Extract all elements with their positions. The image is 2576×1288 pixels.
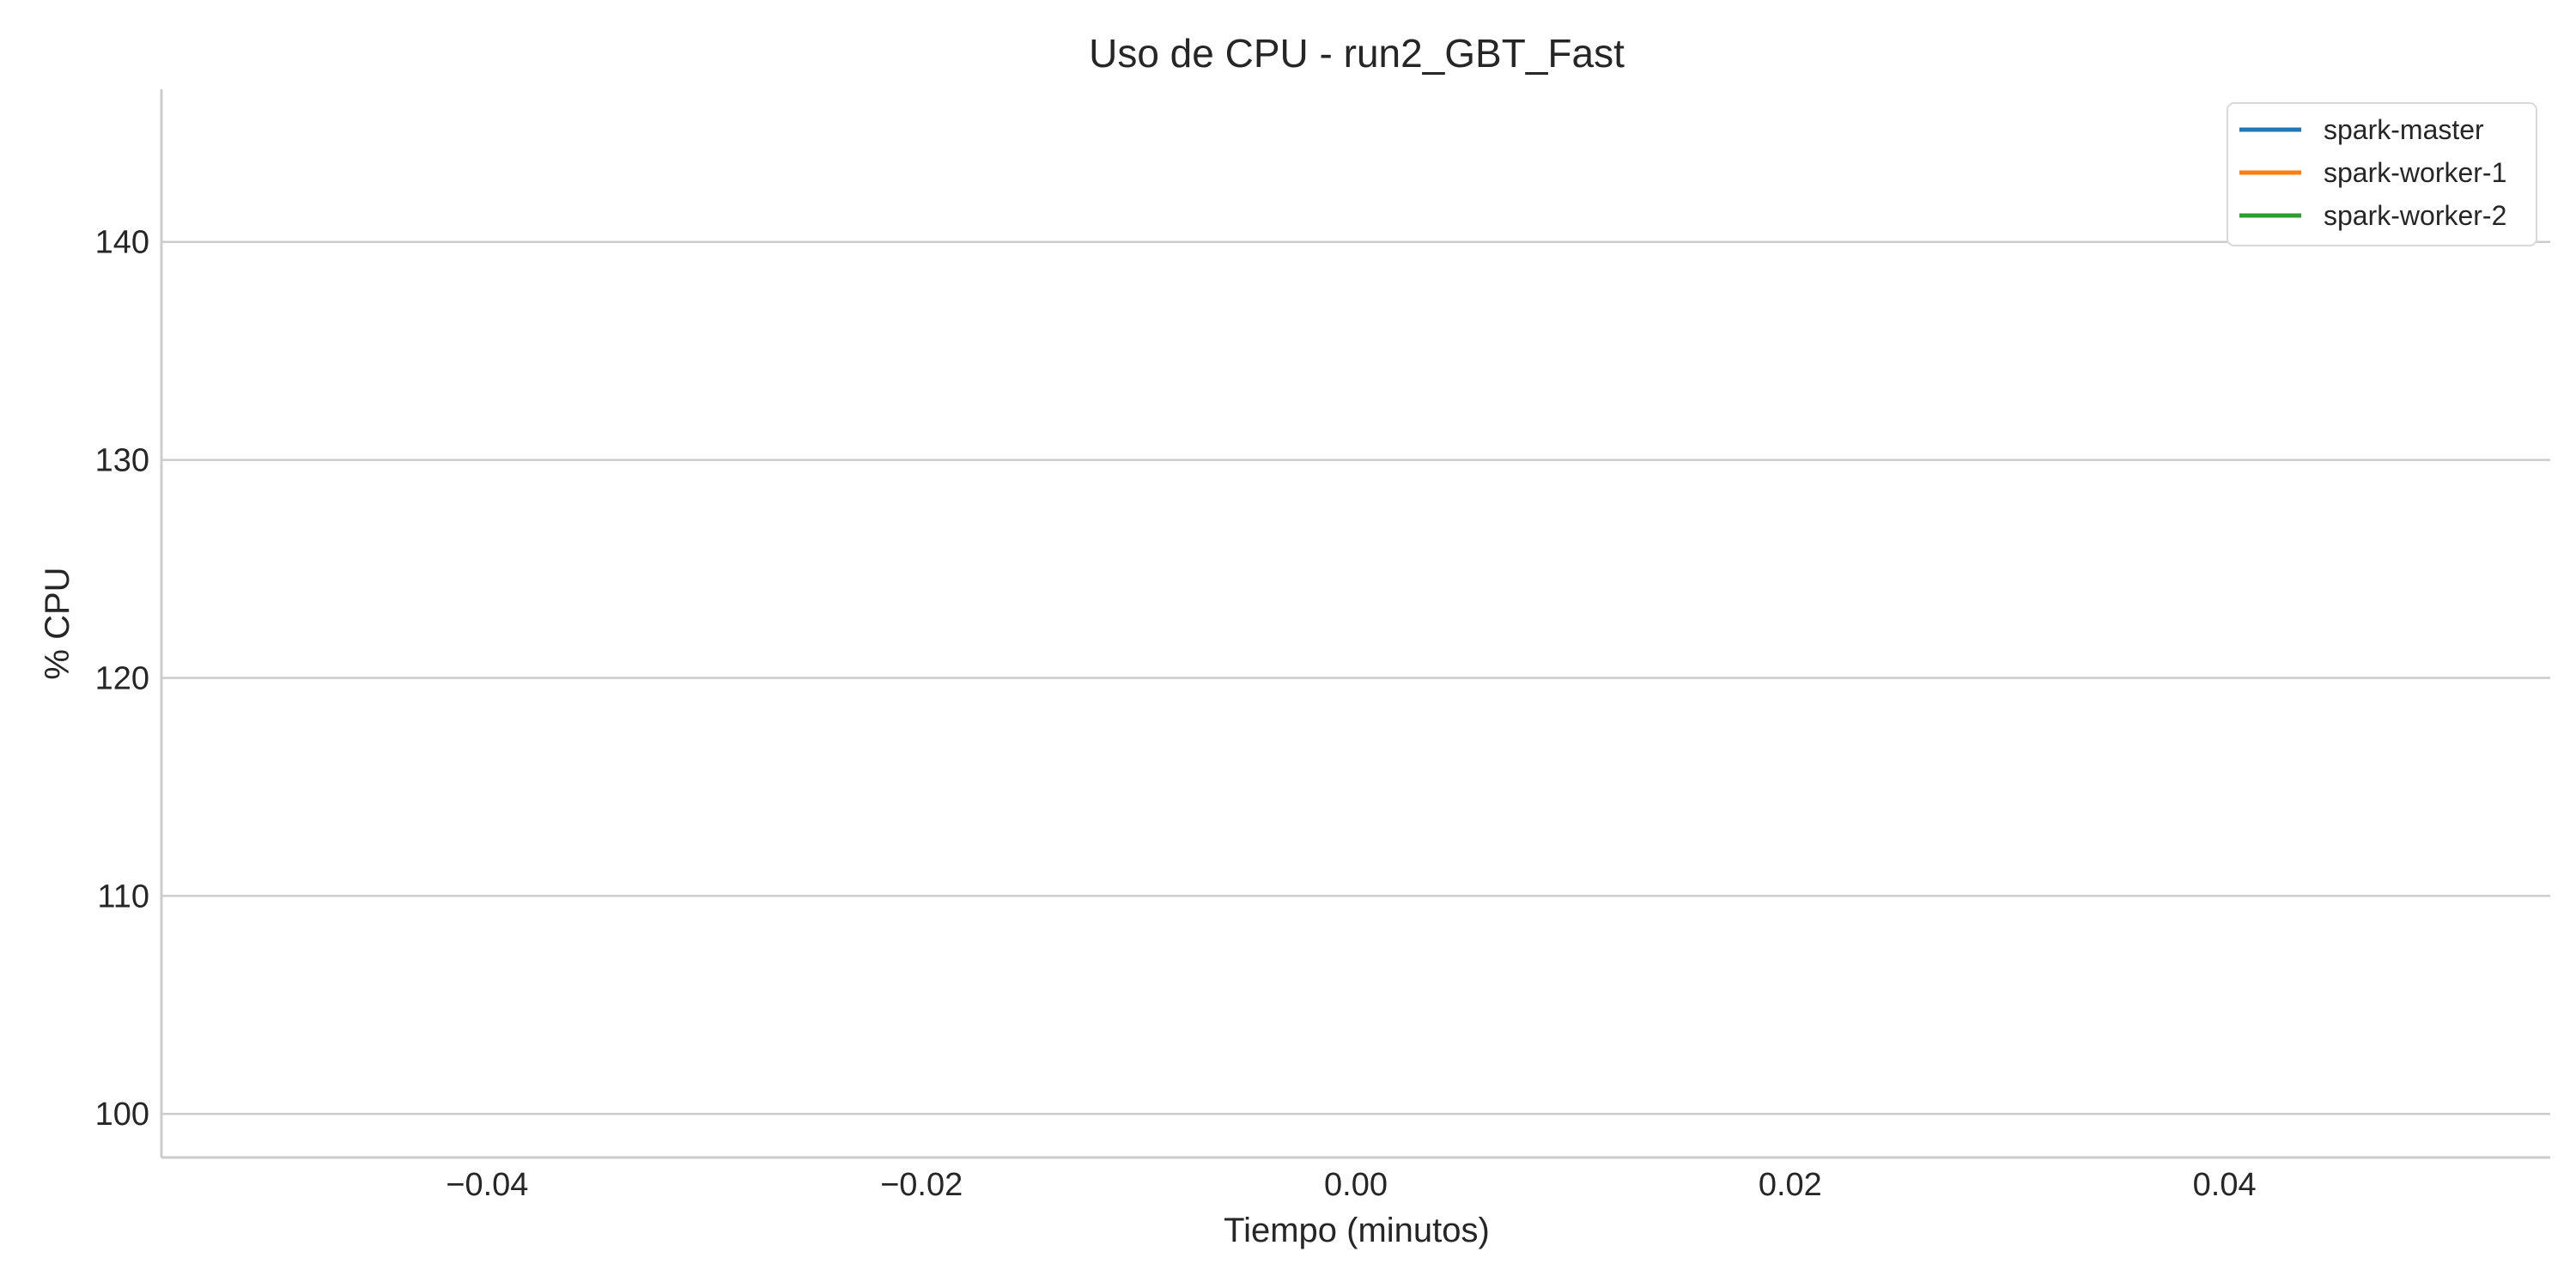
legend-label-spark-worker-2: spark-worker-2 [2324, 200, 2506, 231]
chart-title: Uso de CPU - run2_GBT_Fast [1089, 31, 1625, 76]
legend-frame [2227, 102, 2537, 246]
legend-label-spark-master: spark-master [2324, 114, 2484, 145]
y-axis-label: % CPU [39, 567, 76, 679]
y-tick-labels: 100 110 120 130 140 [95, 225, 149, 1133]
x-tick-label: −0.04 [446, 1167, 528, 1203]
y-tick-label: 110 [97, 878, 149, 914]
axes-layer [160, 89, 2550, 1159]
x-axis-label: Tiempo (minutos) [1224, 1212, 1490, 1249]
x-tick-label: −0.02 [880, 1167, 963, 1203]
y-tick-label: 120 [95, 660, 149, 696]
grid-layer [161, 240, 2550, 1115]
legend: spark-master spark-worker-1 spark-worker-2 [2227, 102, 2537, 246]
y-tick-label: 130 [95, 443, 149, 479]
y-tick-label: 140 [95, 225, 149, 261]
x-tick-label: 0.00 [1324, 1167, 1388, 1203]
x-tick-label: 0.02 [1759, 1167, 1822, 1203]
x-tick-label: 0.04 [2193, 1167, 2257, 1203]
legend-items: spark-master spark-worker-1 spark-worker-2 [2239, 114, 2506, 231]
y-tick-label: 100 [95, 1097, 149, 1133]
legend-label-spark-worker-1: spark-worker-1 [2324, 157, 2506, 188]
x-tick-labels: −0.04 −0.02 0.00 0.02 0.04 [446, 1167, 2256, 1203]
